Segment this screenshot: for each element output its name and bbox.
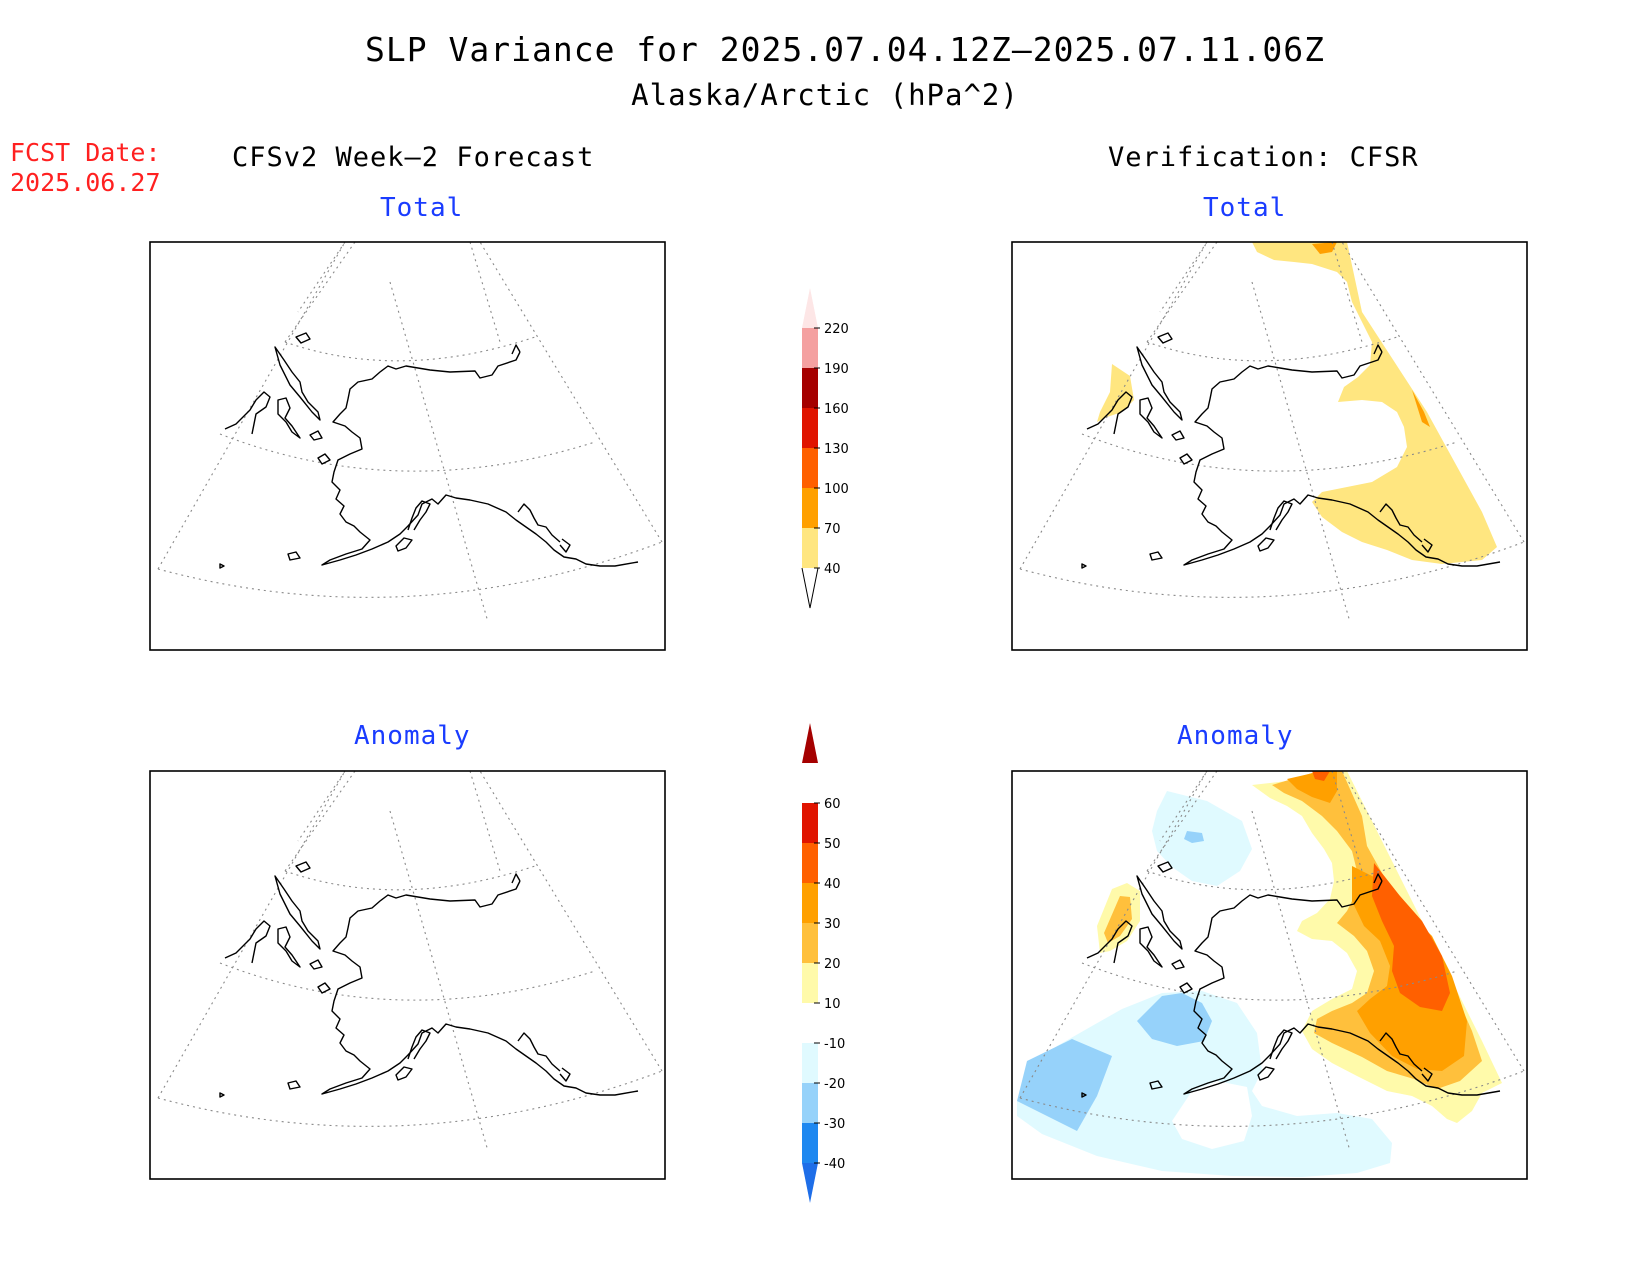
total-colorbar-box xyxy=(802,368,818,408)
total-shade-ne-70 xyxy=(1312,242,1337,254)
anomaly-colorbar-lower-end xyxy=(802,1163,818,1203)
anomaly-colorbar-label: -30 xyxy=(824,1117,845,1132)
forecast-date: FCST Date: 2025.06.27 xyxy=(10,138,161,198)
total-colorbar-label: 130 xyxy=(824,442,849,457)
anomaly-colorbar-label: 60 xyxy=(824,797,841,812)
anom-shade-n-neg20 xyxy=(1184,831,1204,843)
total-colorbar-box xyxy=(802,328,818,368)
total-colorbar-upper-end xyxy=(802,288,818,328)
total-colorbar-label: 160 xyxy=(824,402,849,417)
anomaly-colorbar-label: 10 xyxy=(824,997,841,1012)
total-shade-ne-40 xyxy=(1252,242,1497,564)
anomaly-colorbar-upper-end xyxy=(802,723,818,763)
verification-total-title: Total xyxy=(1203,193,1287,223)
total-shade-e-70 xyxy=(1412,390,1430,427)
total-colorbar-lower-end xyxy=(801,567,819,609)
anomaly-colorbar-label: -40 xyxy=(824,1157,845,1172)
total-colorbar-box xyxy=(802,488,818,528)
total-colorbar-label: 220 xyxy=(824,322,849,337)
total-colorbar: 40 70 100 130 160 190 220 xyxy=(801,288,849,609)
anomaly-colorbar: -40 -30 -20 -10 10 20 30 40 50 60 xyxy=(802,723,845,1203)
anomaly-colorbar-box xyxy=(802,1123,818,1163)
total-colorbar-label: 40 xyxy=(824,562,841,577)
forecast-total-title: Total xyxy=(380,193,464,223)
anom-shade-w-20 xyxy=(1104,896,1132,943)
anom-shade-ne-40 xyxy=(1312,771,1330,781)
verification-anomaly-map xyxy=(1011,770,1528,1180)
verification-anomaly-title: Anomaly xyxy=(1177,721,1294,751)
anomaly-colorbar-box xyxy=(802,843,818,883)
anomaly-colorbar-box xyxy=(802,963,818,1003)
anom-shade-sw-neg20 xyxy=(1017,1039,1112,1131)
anomaly-colorbar-box xyxy=(802,1083,818,1123)
anomaly-colorbar-label: 30 xyxy=(824,917,841,932)
anomaly-colorbar-label: 40 xyxy=(824,877,841,892)
forecast-date-label: FCST Date: xyxy=(10,138,161,167)
total-colorbar-label: 70 xyxy=(824,522,841,537)
total-colorbar-label: 190 xyxy=(824,362,849,377)
total-colorbar-box xyxy=(802,528,818,568)
total-colorbar-box xyxy=(802,408,818,448)
total-colorbar-label: 100 xyxy=(824,482,849,497)
anomaly-colorbar-box xyxy=(802,1043,818,1083)
anomaly-colorbar-label: -20 xyxy=(824,1077,845,1092)
anom-shade-c-neg20 xyxy=(1137,993,1212,1046)
total-shade-w-40 xyxy=(1097,364,1134,422)
verification-column-heading: Verification: CFSR xyxy=(1108,142,1419,173)
anomaly-colorbar-label: 50 xyxy=(824,837,841,852)
anom-shade-e-40 xyxy=(1372,863,1450,1011)
subtitle: Alaska/Arctic (hPa^2) xyxy=(631,78,1019,112)
anomaly-colorbar-box xyxy=(802,1003,818,1043)
anomaly-colorbar-box xyxy=(802,883,818,923)
anomaly-colorbar-box xyxy=(802,923,818,963)
anomaly-colorbar-label: -10 xyxy=(824,1037,845,1052)
forecast-date-value: 2025.06.27 xyxy=(10,168,161,197)
forecast-anomaly-title: Anomaly xyxy=(354,721,471,751)
forecast-column-heading: CFSv2 Week—2 Forecast xyxy=(232,142,595,173)
verification-total-map xyxy=(1011,241,1528,651)
total-colorbar-box xyxy=(802,448,818,488)
forecast-anomaly-map xyxy=(149,770,666,1180)
anomaly-colorbar-label: 20 xyxy=(824,957,841,972)
anomaly-colorbar-box xyxy=(802,803,818,843)
main-title: SLP Variance for 2025.07.04.12Z—2025.07.… xyxy=(365,30,1325,69)
forecast-total-map xyxy=(149,241,666,651)
